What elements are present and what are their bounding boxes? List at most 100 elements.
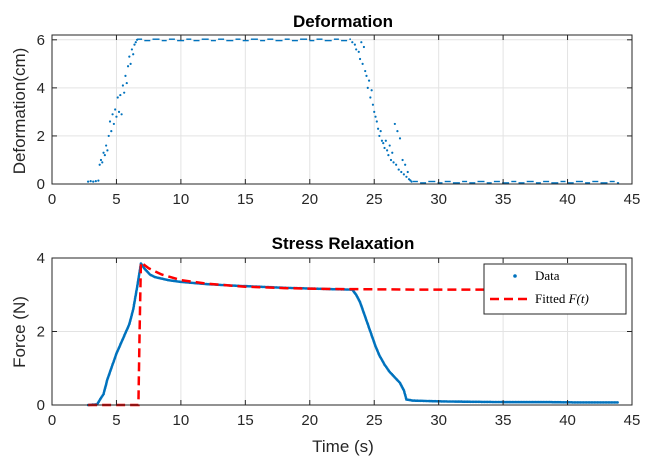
data-point (392, 161, 395, 164)
data-point (111, 113, 114, 116)
x-tick-label: 15 (237, 191, 254, 208)
data-point (388, 144, 391, 147)
data-point (398, 137, 402, 140)
data-point (393, 122, 396, 126)
data-point (117, 110, 121, 114)
x-tick-label: 5 (112, 412, 120, 429)
y-tick-label: 0 (37, 176, 45, 193)
data-point (397, 168, 400, 171)
data-point (86, 180, 90, 183)
legend-fit-label-math: F(t) (568, 291, 589, 306)
legend-data-label: Data (535, 268, 560, 283)
x-tick-label: 35 (495, 191, 512, 208)
time-x-axis-label: Time (s) (312, 437, 374, 456)
x-tick-label: 45 (624, 412, 641, 429)
data-point (391, 151, 394, 154)
x-tick-label: 40 (559, 412, 576, 429)
data-point (130, 48, 134, 51)
data-point (128, 55, 131, 58)
y-tick-label: 6 (37, 32, 45, 49)
stress-relaxation-subplot: Stress Relaxation Force (N) Time (s) 0 5 1… (10, 234, 640, 456)
data-point (92, 180, 95, 183)
data-point (400, 170, 403, 174)
data-point (114, 108, 117, 111)
data-point (108, 120, 112, 123)
data-point (97, 179, 100, 182)
data-point (124, 74, 127, 77)
legend: Data Fitted F(t) (483, 263, 627, 315)
data-point (402, 173, 405, 176)
data-point (89, 180, 92, 183)
data-point (120, 113, 123, 116)
data-point (103, 154, 106, 157)
data-point (376, 127, 380, 130)
x-tick-label: 30 (430, 191, 447, 208)
data-point (357, 50, 360, 53)
data-point (405, 175, 408, 178)
data-point (410, 180, 413, 183)
data-point (126, 65, 130, 68)
data-point (389, 158, 393, 162)
x-tick-label: 45 (624, 191, 641, 208)
data-point (396, 130, 399, 133)
data-point (386, 149, 389, 152)
deformation-subplot: Deformation Deformation(cm) 0 5 10 15 20 25 30… (10, 12, 640, 208)
data-point (362, 45, 366, 49)
data-point (365, 74, 368, 77)
x-tick-label: 25 (366, 412, 383, 429)
data-point (358, 57, 362, 61)
data-point (382, 142, 385, 145)
data-point (134, 41, 137, 44)
data-point (366, 86, 369, 89)
data-point (116, 96, 119, 99)
data-point (380, 139, 384, 142)
data-point (351, 41, 354, 44)
data-point (107, 134, 110, 138)
data-point (404, 163, 407, 166)
data-point (133, 43, 136, 46)
data-point (94, 180, 97, 183)
data-point (98, 163, 101, 166)
data-point (374, 115, 377, 118)
data-point (123, 91, 126, 94)
data-point (360, 41, 363, 44)
data-point (395, 163, 398, 166)
data-point (616, 401, 619, 404)
data-point (384, 139, 387, 142)
data-point (129, 62, 132, 65)
x-tick-label: 20 (301, 191, 318, 208)
x-tick-label: 40 (559, 191, 576, 208)
legend-data-marker (513, 274, 517, 278)
data-point (115, 115, 118, 118)
data-point (125, 81, 128, 85)
data-point (378, 134, 381, 138)
data-point (110, 130, 113, 133)
x-tick-label: 30 (430, 412, 447, 429)
x-tick-label: 10 (173, 191, 190, 208)
data-point (353, 43, 356, 46)
x-tick-label: 35 (495, 412, 512, 429)
data-point (406, 170, 409, 174)
x-tick-label: 15 (237, 412, 254, 429)
data-point (373, 110, 376, 114)
y-tick-label: 4 (37, 80, 45, 97)
data-point (132, 53, 135, 56)
data-point (401, 158, 404, 162)
y-tick-label: 0 (37, 397, 45, 414)
data-point (367, 79, 371, 82)
legend-box (483, 263, 627, 315)
deformation-axes-frame (51, 34, 633, 185)
data-point (361, 62, 364, 65)
force-y-axis-label: Force (N) (10, 296, 29, 368)
x-tick-label: 5 (112, 191, 120, 208)
fitted-curve-line (88, 259, 620, 407)
x-tick-label: 25 (366, 191, 383, 208)
data-point (119, 93, 122, 97)
data-point (371, 103, 375, 106)
data-point (101, 161, 104, 164)
data-point (355, 48, 358, 51)
data-point (112, 122, 115, 126)
deformation-title: Deformation (293, 12, 393, 31)
data-point (383, 146, 386, 150)
